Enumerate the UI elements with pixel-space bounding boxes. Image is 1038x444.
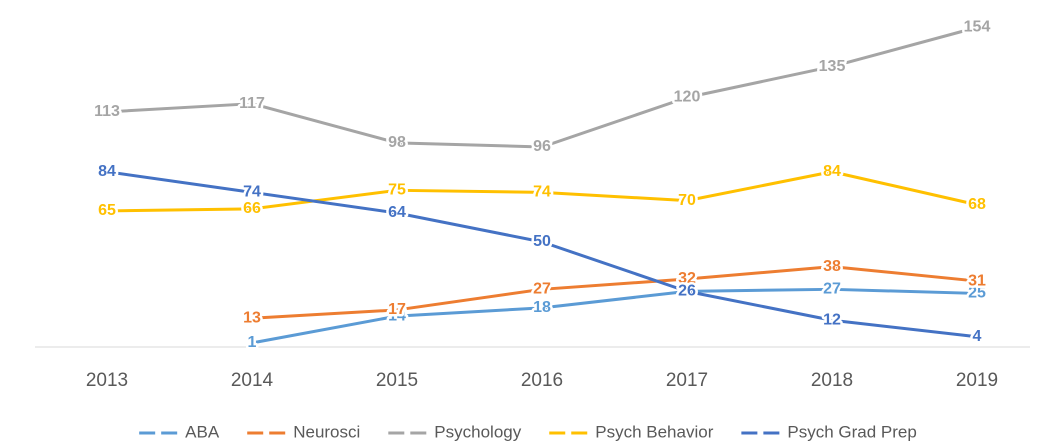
data-label: 18 — [533, 299, 551, 316]
data-label: 12 — [823, 311, 841, 328]
data-label: 98 — [388, 134, 406, 151]
data-label: 84 — [98, 163, 116, 180]
data-label: 117 — [239, 95, 265, 112]
x-tick-label: 2013 — [86, 370, 128, 391]
data-label: 50 — [533, 233, 551, 250]
x-tick-label: 2015 — [376, 370, 418, 391]
data-label: 75 — [388, 182, 406, 199]
x-tick-label: 2018 — [811, 370, 853, 391]
data-label: 27 — [533, 281, 551, 298]
data-label: 31 — [968, 272, 986, 289]
data-label: 66 — [243, 200, 261, 217]
data-label: 74 — [533, 184, 551, 201]
series-line — [250, 287, 979, 345]
series-line — [105, 25, 979, 149]
legend-label: Psych Behavior — [595, 422, 713, 441]
data-label: 74 — [243, 184, 261, 201]
data-label: 14 — [388, 307, 406, 324]
data-label: 13 — [243, 309, 261, 326]
data-label: 17 — [388, 301, 406, 318]
data-label: 1 — [248, 334, 257, 351]
data-label: 65 — [98, 202, 116, 219]
series-line — [105, 170, 979, 339]
legend-label: Psych Grad Prep — [787, 422, 916, 441]
data-label: 38 — [823, 258, 841, 275]
data-label: 96 — [533, 138, 551, 155]
series-line — [105, 170, 979, 213]
data-label: 70 — [678, 192, 696, 209]
series-line — [250, 265, 979, 320]
x-tick-label: 2017 — [666, 370, 708, 391]
data-label: 27 — [823, 281, 841, 298]
data-label: 84 — [823, 163, 841, 180]
data-label: 26 — [678, 283, 696, 300]
x-tick-label: 2016 — [521, 370, 563, 391]
legend: ABA Neurosci Psychology Psych Behavior Psych… — [139, 422, 917, 441]
data-label: 4 — [973, 328, 982, 345]
data-label: 113 — [94, 103, 120, 120]
data-label: 154 — [964, 19, 991, 36]
x-tick-label: 2019 — [956, 370, 998, 391]
data-label: 26 — [678, 283, 696, 300]
data-label: 135 — [819, 58, 846, 75]
data-label: 25 — [968, 285, 986, 302]
data-label: 64 — [388, 204, 406, 221]
x-tick-label: 2014 — [231, 370, 274, 391]
legend-label: ABA — [185, 422, 220, 441]
data-label: 120 — [674, 89, 701, 106]
legend-label: Psychology — [434, 422, 521, 441]
data-label: 68 — [968, 196, 986, 213]
legend-label: Neurosci — [293, 422, 360, 441]
data-label: 32 — [678, 270, 696, 287]
